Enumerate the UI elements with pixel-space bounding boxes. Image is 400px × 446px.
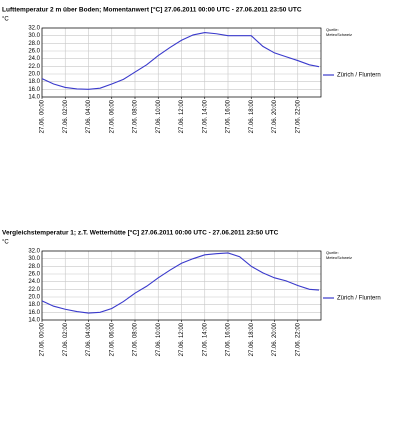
x-tick-label: 27.06. 00:00 (40, 99, 46, 133)
series-line (41, 32, 320, 90)
y-tick-label: 18.0 (28, 302, 40, 308)
y-tick-label: 26.0 (28, 272, 40, 278)
legend-label: Zürich / Fluntern (337, 296, 381, 302)
chart-title: Vergleichstemperatur 1; z.T. Wetterhütte… (2, 229, 279, 237)
x-tick-label: 27.06. 02:00 (63, 322, 69, 356)
x-tick-label: 27.06. 14:00 (202, 322, 208, 356)
x-tick-label: 27.06. 00:00 (40, 322, 46, 356)
source-note: Quelle: (326, 250, 339, 255)
y-tick-label: 14.0 (28, 318, 40, 324)
x-tick-label: 27.06. 16:00 (226, 322, 232, 356)
x-tick-label: 27.06. 18:00 (249, 322, 255, 356)
y-axis-label: °C (2, 240, 9, 246)
x-tick-label: 27.06. 10:00 (156, 99, 162, 133)
y-tick-label: 32.0 (28, 249, 40, 255)
x-tick-label: 27.06. 08:00 (133, 99, 139, 133)
x-tick-label: 27.06. 14:00 (202, 99, 208, 133)
x-tick-label: 27.06. 04:00 (86, 322, 92, 356)
x-tick-label: 27.06. 08:00 (133, 322, 139, 356)
y-tick-label: 30.0 (28, 33, 40, 39)
y-tick-label: 32.0 (28, 26, 40, 32)
source-note: Quelle: (326, 27, 339, 32)
y-tick-label: 24.0 (28, 56, 40, 62)
source-note: MeteoSchweiz (326, 32, 352, 37)
x-tick-label: 27.06. 20:00 (272, 99, 278, 133)
x-tick-label: 27.06. 10:00 (156, 322, 162, 356)
plot-frame (41, 27, 322, 98)
y-tick-label: 20.0 (28, 72, 40, 78)
plot-frame (41, 250, 322, 321)
x-tick-label: 27.06. 18:00 (249, 99, 255, 133)
y-tick-label: 22.0 (28, 64, 40, 70)
x-tick-label: 27.06. 02:00 (63, 99, 69, 133)
source-note: MeteoSchweiz (326, 255, 352, 260)
y-tick-label: 14.0 (28, 95, 40, 101)
x-tick-label: 27.06. 16:00 (226, 99, 232, 133)
y-tick-label: 16.0 (28, 87, 40, 93)
y-tick-label: 28.0 (28, 41, 40, 47)
y-tick-label: 16.0 (28, 310, 40, 316)
chart-title: Lufttemperatur 2 m über Boden; Momentanw… (2, 6, 302, 14)
x-tick-label: 27.06. 12:00 (179, 322, 185, 356)
y-tick-label: 24.0 (28, 279, 40, 285)
x-tick-label: 27.06. 04:00 (86, 99, 92, 133)
x-tick-label: 27.06. 12:00 (179, 99, 185, 133)
y-tick-label: 26.0 (28, 49, 40, 55)
y-axis-label: °C (2, 17, 9, 23)
x-tick-label: 27.06. 22:00 (295, 322, 301, 356)
y-tick-label: 22.0 (28, 287, 40, 293)
y-tick-label: 18.0 (28, 79, 40, 85)
y-tick-label: 28.0 (28, 264, 40, 270)
y-tick-label: 20.0 (28, 295, 40, 301)
legend-label: Zürich / Fluntern (337, 73, 381, 79)
x-tick-label: 27.06. 20:00 (272, 322, 278, 356)
y-tick-label: 30.0 (28, 256, 40, 262)
x-tick-label: 27.06. 22:00 (295, 99, 301, 133)
x-tick-label: 27.06. 06:00 (109, 322, 115, 356)
x-tick-label: 27.06. 06:00 (109, 99, 115, 133)
series-line (41, 252, 320, 314)
